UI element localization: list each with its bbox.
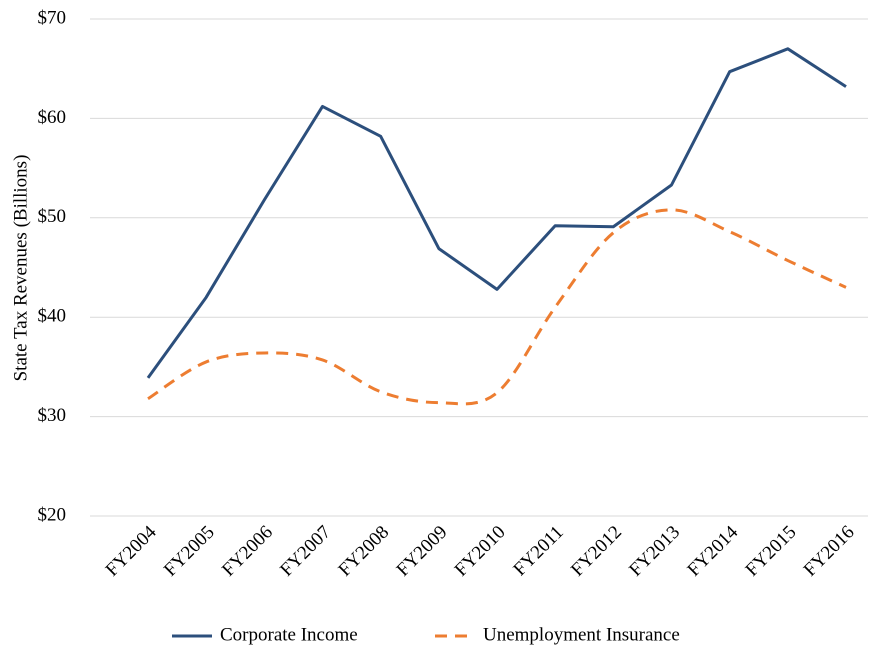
x-tick-label: FY2004 [102,521,161,580]
y-tick-label: $20 [38,504,67,525]
series-line [147,208,847,406]
y-tick-label: $30 [38,405,67,426]
series-line [146,47,847,379]
y-tick-label: $50 [38,206,67,227]
legend-label: Corporate Income [220,624,358,645]
x-tick-label: FY2006 [218,522,277,581]
y-tick-label: $60 [38,107,67,128]
y-tick-label: $40 [38,306,67,327]
x-tick-label: FY2010 [451,522,510,581]
legend-label: Unemployment Insurance [483,624,680,645]
x-tick-label: FY2008 [334,522,393,581]
x-tick-label: FY2014 [683,521,742,580]
x-tick-label: FY2013 [625,522,684,581]
x-tick-label: FY2009 [393,522,452,581]
y-tick-label: $70 [38,7,67,28]
x-tick-label: FY2011 [509,522,567,580]
x-tick-label: FY2007 [276,522,335,581]
y-axis-label: State Tax Revenues (Billions) [10,155,31,382]
x-tick-label: FY2005 [160,522,219,581]
x-tick-label: FY2015 [742,522,801,581]
x-tick-label: FY2016 [800,522,859,581]
x-tick-label: FY2012 [567,522,626,581]
